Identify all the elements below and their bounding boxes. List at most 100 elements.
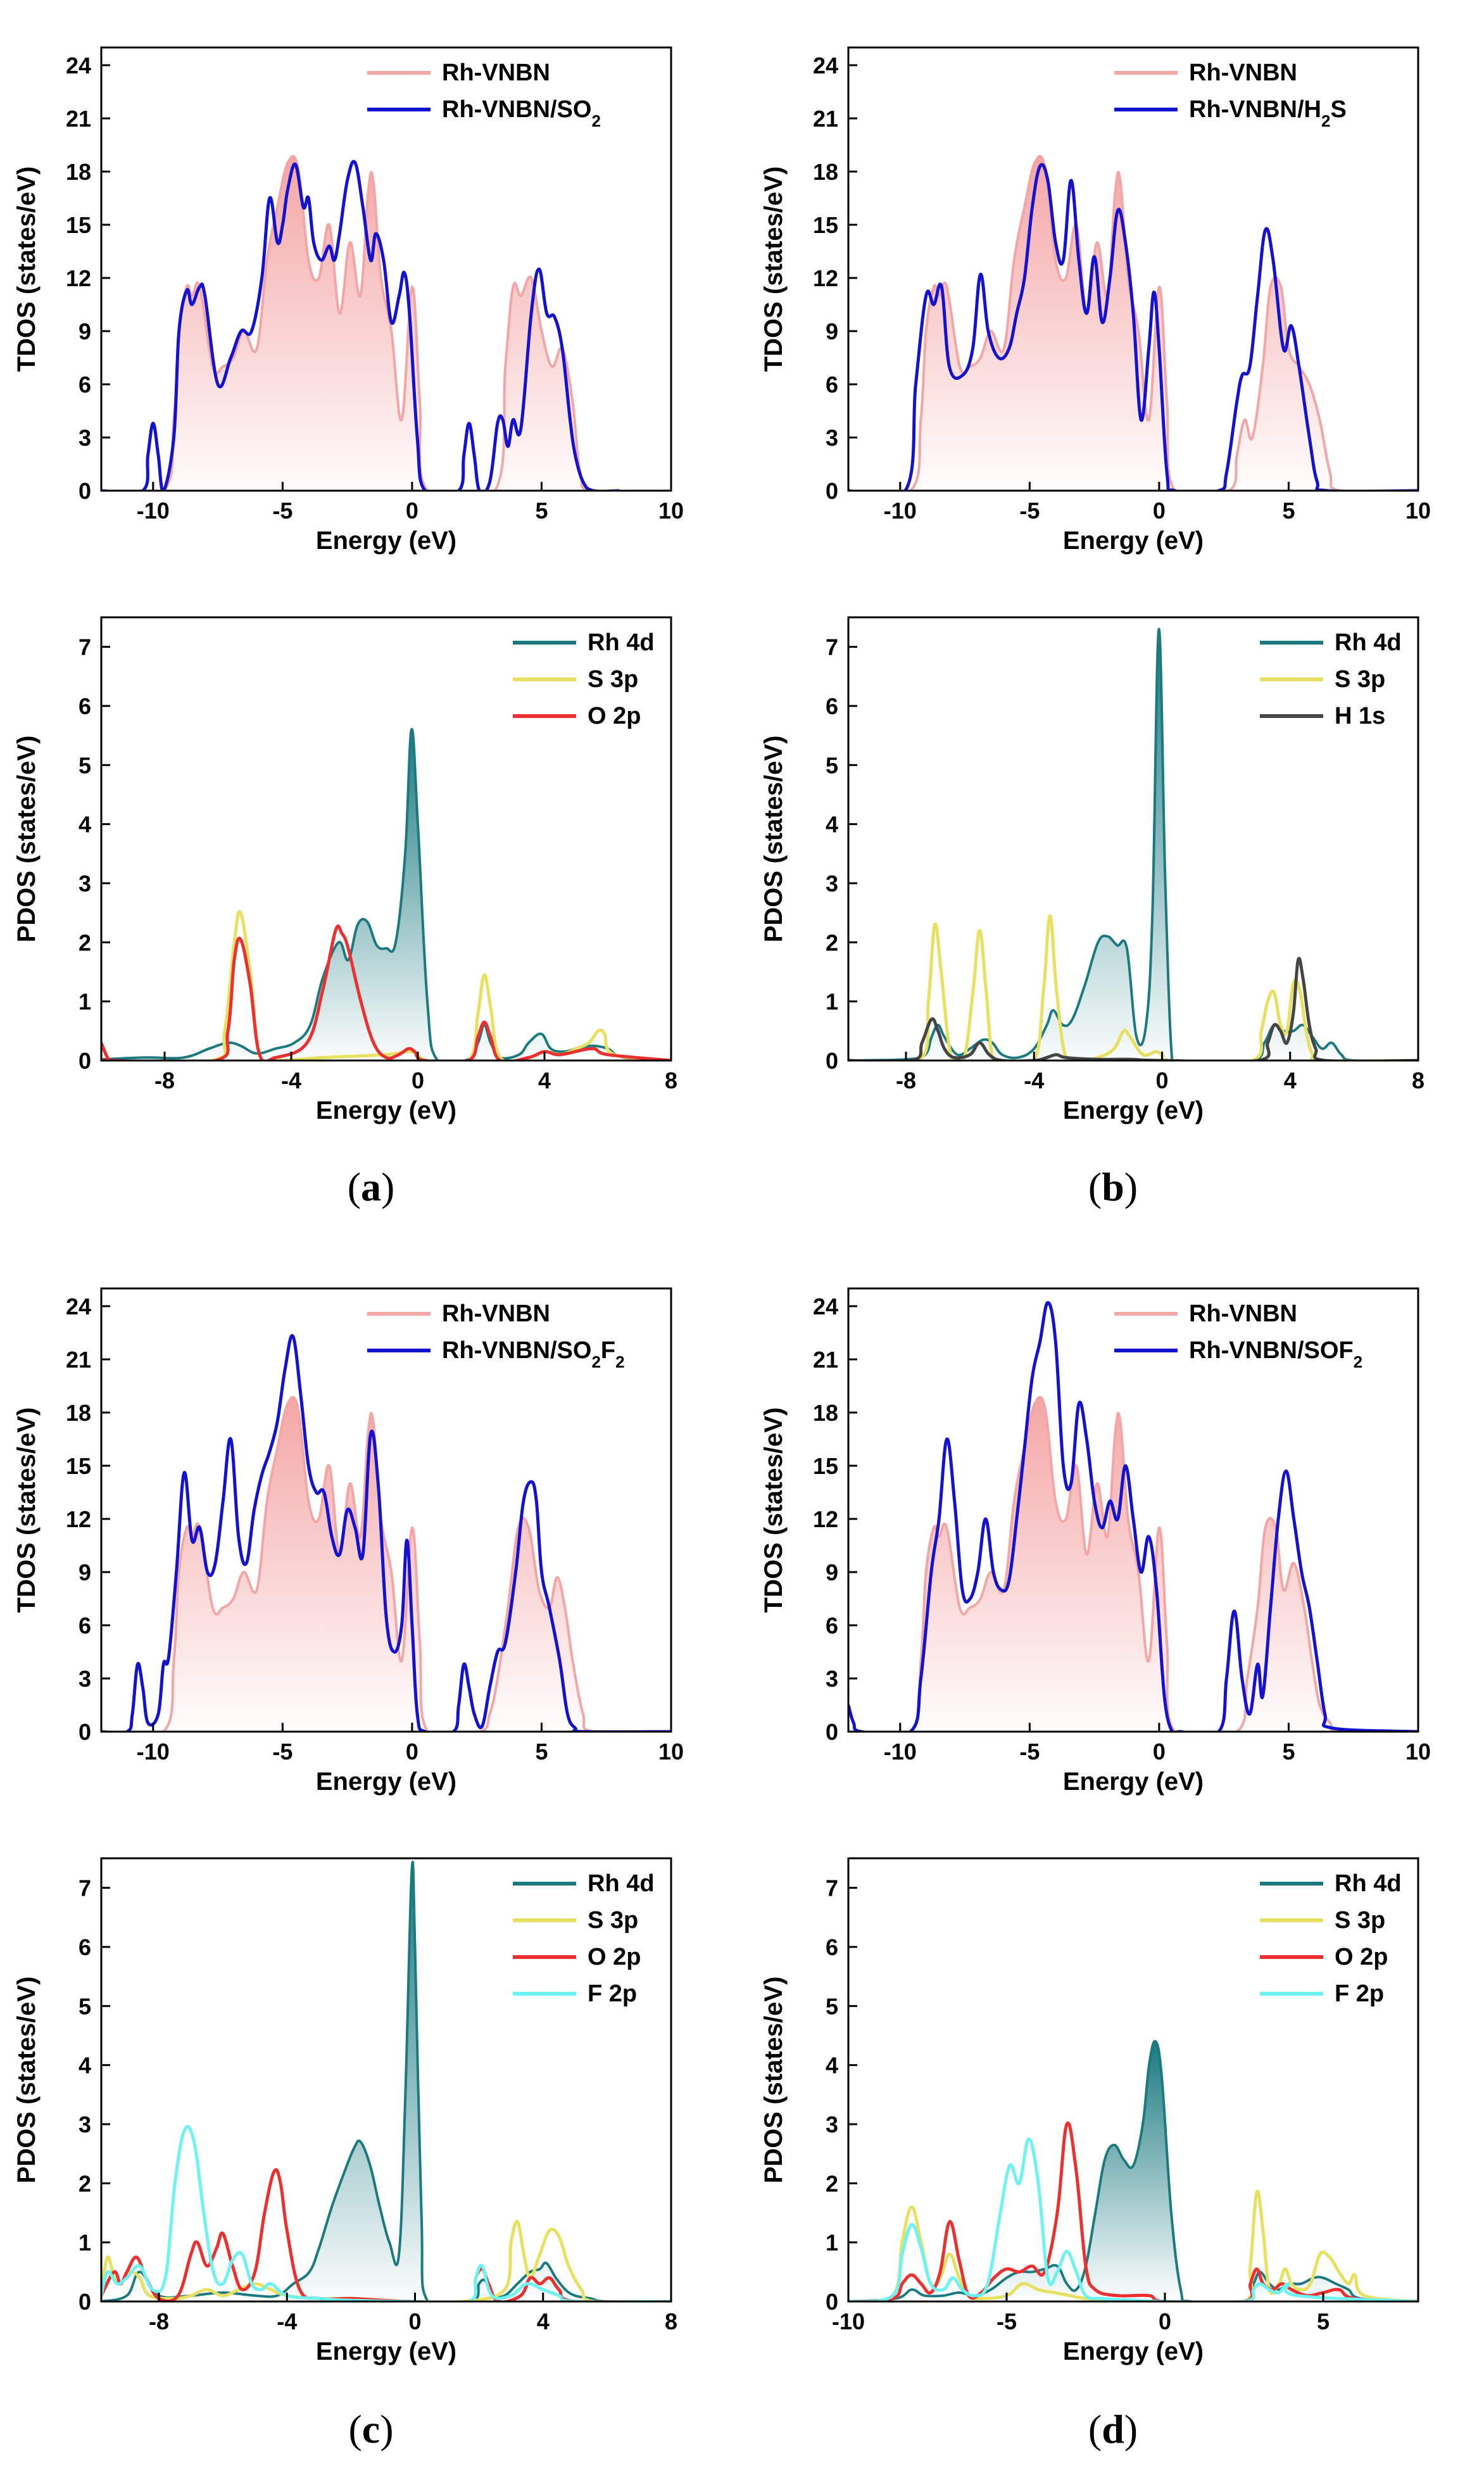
y-tick-label: 7 [826,634,838,660]
series-line-rh-vnbn [848,154,1418,491]
plot-area-d_pdos [848,2039,1418,2301]
svg-text:O 2p: O 2p [588,703,641,729]
axes-frame [100,1857,672,2303]
y-tick-label: 24 [66,1294,91,1319]
plot-area-a_tdos [101,154,671,491]
y-tick-label: 2 [826,2170,838,2196]
legend-item-o-2p: O 2p [513,1944,641,1970]
series-fill-rh-vnbn [848,1397,1418,1732]
chart-a_pdos: -8 -4 0 4 8 0 1 2 3 4 5 6 7 Energy (eV) PDOS (states/e… [13,616,677,1124]
y-tick-label: 9 [79,318,91,344]
x-tick-label: -5 [1019,498,1040,524]
x-tick-label: -4 [1024,1067,1044,1093]
panel-label-a: (a) [347,1164,395,1209]
y-tick-label: 3 [826,425,838,451]
x-tick-label: 5 [1282,1739,1295,1765]
y-tick-label: 15 [813,212,838,238]
x-tick-label: 4 [538,1067,551,1093]
legend-item-f-2p: F 2p [513,1980,637,2007]
y-tick-label: 0 [79,1048,91,1074]
series-fill-rh-4d [101,729,671,1061]
x-tick-label: -5 [1019,1739,1040,1765]
x-tick-label: -5 [272,498,292,524]
x-tick-label: 0 [408,2308,421,2334]
x-axis-label: Energy (eV) [316,1768,456,1796]
x-tick-label: -10 [884,498,917,524]
y-tick-label: 6 [79,1934,91,1960]
series-line-rh-4d [101,727,671,1061]
plot-area-c_tdos [101,1334,671,1732]
y-tick-label: 5 [79,752,91,778]
x-tick-label: 0 [1159,2308,1171,2334]
svg-text:F 2p: F 2p [1335,1980,1384,2007]
x-axis-label: Energy (eV) [1063,1768,1204,1796]
y-tick-label: 6 [79,372,91,398]
y-tick-label: 6 [826,693,838,719]
svg-text:S 3p: S 3p [588,666,638,693]
y-axis-label: TDOS (states/eV) [760,167,788,372]
svg-text:Rh 4d: Rh 4d [588,629,655,656]
legend-item-rh-vnbn-sof2: Rh-VNBN/SOF2 [1114,1337,1362,1371]
series-line-h-1s [848,957,1418,1061]
chart-a_tdos: -10 -5 0 5 10 0 3 6 9 12 15 18 21 24 Energy (eV) TDOS (… [13,46,684,555]
y-tick-label: 1 [826,989,838,1015]
svg-text:S 3p: S 3p [588,1907,638,1934]
y-tick-label: 0 [79,478,91,504]
panel-label-c: (c) [348,2407,394,2452]
legend-item-o-2p: O 2p [513,703,641,729]
series-fill-rh-vnbn [101,156,671,491]
y-tick-label: 6 [79,693,91,719]
svg-text:Rh-VNBN: Rh-VNBN [1189,60,1297,86]
svg-text:F 2p: F 2p [588,1980,637,2007]
chart-d_tdos: -10 -5 0 5 10 0 3 6 9 12 15 18 21 24 Energy (eV) TDOS (… [760,1287,1431,1796]
y-tick-label: 0 [826,478,838,504]
y-tick-label: 0 [826,1719,838,1745]
x-tick-label: -10 [884,1739,917,1765]
plot-area-b_tdos [848,154,1418,491]
y-tick-label: 15 [66,1453,91,1479]
svg-text:H 1s: H 1s [1335,703,1385,729]
series-fill-rh-4d [101,1861,671,2301]
axes-frame [847,1287,1419,1733]
x-tick-label: 5 [1282,498,1295,524]
chart-b_tdos: -10 -5 0 5 10 0 3 6 9 12 15 18 21 24 Energy (eV) TDOS (… [760,46,1431,555]
legend-item-rh-4d: Rh 4d [1260,1870,1402,1897]
x-tick-label: 10 [658,1739,684,1765]
axes-frame [847,616,1419,1062]
axes-frame [100,46,672,492]
y-tick-label: 5 [826,752,838,778]
y-axis-label: TDOS (states/eV) [13,1407,41,1613]
x-tick-label: 5 [1317,2308,1330,2334]
chart-c_pdos: -8 -4 0 4 8 0 1 2 3 4 5 6 7 Energy (eV) PDOS (states/e… [13,1857,677,2365]
series-line-rh-4d [848,627,1418,1061]
y-tick-label: 6 [826,372,838,398]
legend-item-rh-vnbn: Rh-VNBN [1114,60,1297,86]
y-tick-label: 1 [79,2230,91,2256]
axes-frame [100,1287,672,1733]
y-tick-label: 12 [66,265,91,291]
y-tick-label: 4 [826,2053,838,2079]
svg-text:O 2p: O 2p [588,1944,641,1970]
legend-item-h-1s: H 1s [1260,703,1385,729]
legend: Rh-VNBN Rh-VNBN/H2S [1114,60,1347,130]
x-tick-label: 0 [412,1067,424,1093]
y-axis-label: TDOS (states/eV) [760,1407,788,1613]
y-tick-label: 15 [66,212,91,238]
legend-item-rh-vnbn: Rh-VNBN [1114,1300,1297,1327]
legend-item-rh-vnbn: Rh-VNBN [367,60,550,86]
legend: Rh 4d S 3p O 2p F 2p [513,1870,655,2007]
legend-item-s-3p: S 3p [513,666,638,693]
y-tick-label: 7 [826,1875,838,1901]
y-tick-label: 15 [813,1453,838,1479]
x-tick-label: 5 [535,498,548,524]
series-line-rh-vnbn-h2s [848,163,1418,491]
y-axis-label: PDOS (states/eV) [760,1977,788,2184]
y-tick-label: 3 [79,871,91,897]
y-tick-label: 2 [826,929,838,955]
chart-c_tdos: -10 -5 0 5 10 0 3 6 9 12 15 18 21 24 Energy (eV) TDOS (… [13,1287,684,1796]
plot-area-b_pdos [848,627,1418,1061]
y-tick-label: 2 [79,929,91,955]
y-tick-label: 21 [813,1347,838,1373]
x-tick-label: 0 [406,498,418,524]
